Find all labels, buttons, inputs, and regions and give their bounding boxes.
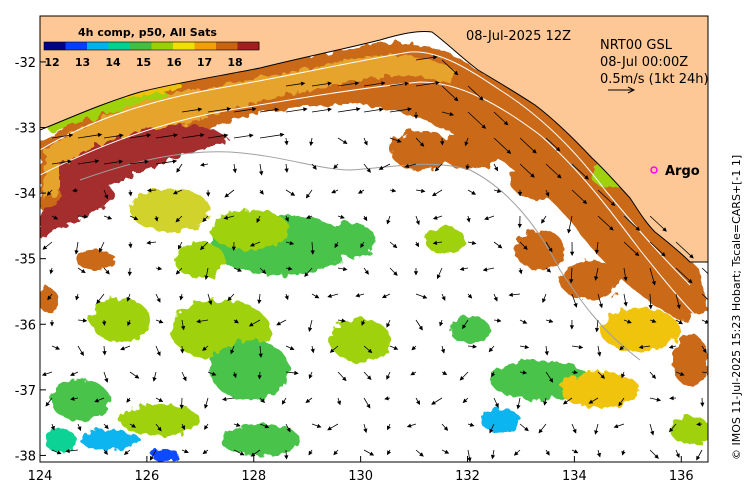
depth-contour <box>40 81 701 321</box>
x-tick-label: 132 <box>455 469 480 484</box>
x-tick-label: 134 <box>562 469 587 484</box>
scale-arrow <box>608 86 636 94</box>
depth-contour <box>40 51 691 286</box>
colorbar: 4h comp, p50, All Sats 12 13 14 15 16 17 18 <box>43 26 260 69</box>
colorbar-swatch <box>44 42 66 50</box>
colorbar-tick: 13 <box>75 56 90 69</box>
plot-frame <box>39 15 709 463</box>
x-tick-label: 126 <box>134 469 159 484</box>
y-tick-label: -36 <box>15 318 36 333</box>
y-tick-label: -32 <box>15 56 36 71</box>
colorbar-title: 4h comp, p50, All Sats <box>78 26 217 39</box>
y-axis: -32 -33 -34 -35 -36 -37 -38 <box>15 56 46 464</box>
colorbar-tick: 14 <box>105 56 121 69</box>
y-tick-label: -33 <box>15 122 36 137</box>
colorbar-swatch <box>194 42 217 50</box>
x-tick-label: 128 <box>241 469 266 484</box>
colorbar-swatch <box>151 42 174 50</box>
argo-marker <box>650 166 658 174</box>
product-label: NRT00 GSL <box>600 38 673 53</box>
credit-text: © IMOS 11-Jul-2025 15:23 Hobart; Tscale=… <box>730 155 743 460</box>
colorbar-tick: 18 <box>227 56 242 69</box>
colorbar-swatch <box>173 42 195 50</box>
colorbar-swatch <box>87 42 109 50</box>
x-axis: 124 126 128 130 132 134 136 <box>28 456 694 484</box>
current-vectors <box>41 55 708 462</box>
colorbar-tick: 12 <box>44 56 59 69</box>
colorbar-swatch <box>65 42 88 50</box>
argo-label: Argo <box>665 164 700 179</box>
depth-contour <box>79 151 641 361</box>
x-tick-label: 130 <box>348 469 373 484</box>
colorbar-tick: 17 <box>197 56 212 69</box>
map-date: 08-Jul-2025 12Z <box>466 29 571 44</box>
colorbar-tick: 16 <box>166 56 182 69</box>
y-tick-label: -35 <box>15 253 36 268</box>
y-tick-label: -38 <box>15 449 36 464</box>
colorbar-swatch <box>108 42 131 50</box>
colorbar-swatch <box>130 42 152 50</box>
colorbar-tick: 15 <box>136 56 151 69</box>
y-tick-label: -37 <box>15 384 36 399</box>
vector-scale: 0.5m/s (1kt 24h) <box>600 72 709 87</box>
x-tick-label: 124 <box>28 469 53 484</box>
current-time: 08-Jul 00:00Z <box>600 55 688 70</box>
colorbar-swatch <box>237 42 260 50</box>
colorbar-swatch <box>216 42 238 50</box>
x-tick-label: 136 <box>669 469 694 484</box>
y-tick-label: -34 <box>15 187 36 202</box>
landmass <box>40 16 708 263</box>
